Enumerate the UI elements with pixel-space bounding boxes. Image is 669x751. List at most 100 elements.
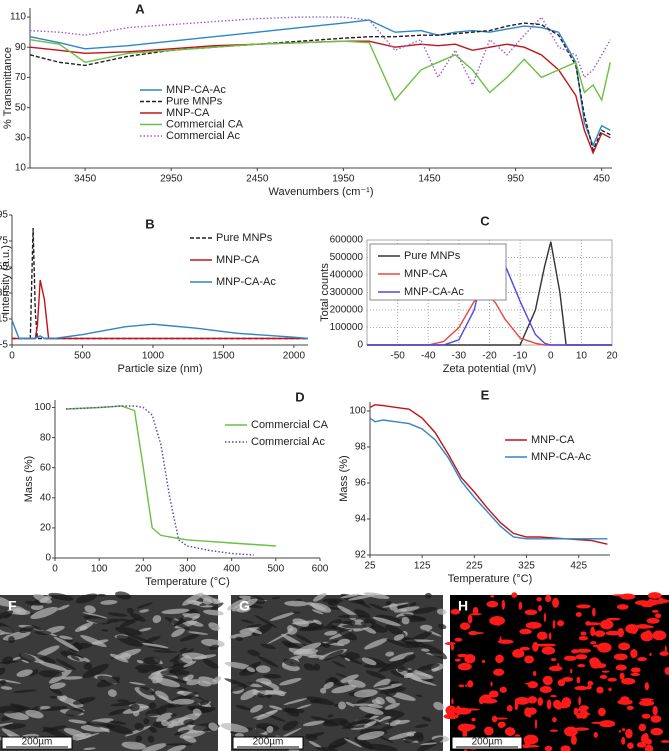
texture (200, 638, 225, 648)
texture (552, 619, 556, 629)
texture (486, 600, 499, 608)
texture (471, 717, 476, 722)
texture (385, 624, 406, 638)
series-line (12, 279, 308, 340)
texture (444, 642, 456, 646)
texture (340, 593, 360, 599)
texture (181, 652, 207, 660)
texture (83, 662, 93, 670)
texture (575, 612, 582, 618)
texture (139, 627, 152, 632)
texture (303, 663, 316, 671)
texture (141, 743, 167, 751)
texture (544, 745, 553, 751)
y-tick-label: 100 (34, 402, 51, 413)
texture (110, 701, 137, 707)
texture (0, 610, 14, 620)
texture (424, 592, 432, 599)
legend-label: Commercial Ac (166, 130, 240, 142)
texture (627, 742, 634, 750)
texture (337, 638, 351, 646)
texture (235, 636, 244, 641)
texture (229, 632, 253, 639)
texture (254, 615, 278, 629)
texture (464, 653, 476, 664)
texture (254, 681, 275, 691)
texture (353, 689, 378, 698)
texture (364, 720, 377, 728)
texture (364, 638, 388, 650)
y-tick-label: 55 (0, 262, 8, 273)
texture (436, 608, 447, 615)
y-tick-label: 0 (45, 553, 51, 564)
x-tick-label: 325 (518, 561, 535, 572)
x-tick-label: 425 (570, 561, 587, 572)
texture (246, 667, 256, 673)
legend-label: MNP-CA (166, 107, 210, 119)
texture (309, 603, 327, 611)
texture (269, 705, 283, 710)
texture (283, 658, 300, 667)
texture (339, 674, 359, 684)
texture (415, 694, 423, 698)
texture (592, 607, 596, 617)
texture (538, 605, 542, 612)
texture (527, 681, 539, 689)
texture (182, 592, 204, 606)
micrograph: 200µm G (220, 592, 450, 751)
texture (208, 722, 219, 731)
texture (101, 629, 109, 632)
texture (408, 602, 417, 608)
texture (550, 658, 557, 662)
texture (599, 720, 616, 728)
series-line (369, 403, 608, 545)
texture (259, 690, 287, 695)
texture (497, 639, 514, 644)
x-axis-title: Temperature (°C) (145, 576, 229, 588)
x-tick-label: -40 (421, 351, 436, 362)
texture (202, 597, 213, 605)
x-tick-label: 200 (135, 564, 152, 575)
texture (495, 654, 504, 664)
series-line (65, 405, 254, 556)
texture (599, 674, 608, 679)
texture (324, 630, 338, 636)
texture (514, 696, 530, 705)
y-tick-label: 35 (0, 288, 8, 299)
texture (450, 644, 455, 651)
series-line (29, 22, 611, 153)
x-tick-label: 0 (52, 564, 58, 575)
texture (100, 600, 118, 605)
texture (38, 661, 68, 671)
texture (403, 637, 420, 648)
texture (365, 670, 386, 679)
texture (536, 597, 542, 602)
x-axis-title: Zeta potential (mV) (443, 363, 537, 375)
texture (320, 687, 327, 694)
texture (323, 681, 334, 690)
texture (647, 592, 662, 599)
texture (454, 637, 463, 642)
texture (650, 727, 663, 736)
y-tick-label: 30 (15, 132, 27, 143)
texture (552, 717, 557, 723)
texture (91, 639, 109, 645)
texture (539, 685, 552, 694)
texture (372, 684, 393, 689)
texture (464, 708, 480, 711)
y-tick-label: 400000 (330, 270, 364, 281)
texture (34, 654, 57, 664)
texture (593, 731, 598, 738)
texture (107, 612, 128, 617)
texture (153, 650, 178, 653)
texture (25, 600, 43, 606)
y-tick-label: -5 (0, 340, 8, 351)
texture (536, 631, 548, 640)
legend-label: Pure MNPs (404, 250, 461, 262)
texture (590, 641, 597, 645)
texture (384, 702, 400, 710)
legend-label: MNP-CA (531, 434, 575, 446)
texture (21, 659, 29, 664)
texture (359, 706, 384, 715)
texture (389, 719, 401, 727)
